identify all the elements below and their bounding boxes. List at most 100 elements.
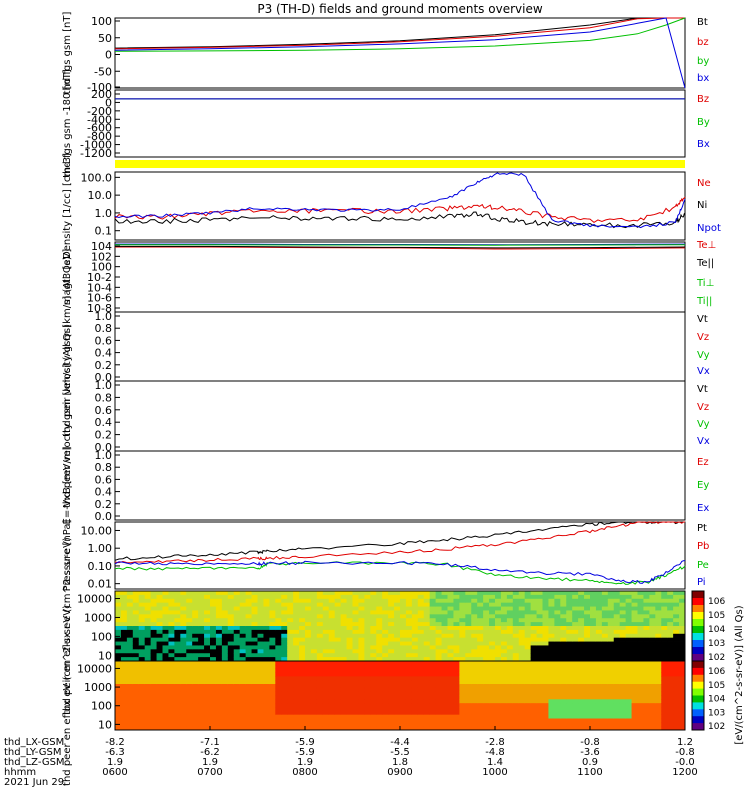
- heatmap-cell: [524, 699, 532, 704]
- heatmap-cell: [500, 614, 508, 619]
- heatmap-cell: [233, 622, 241, 627]
- heatmap-cell: [305, 653, 312, 658]
- heatmap-cell: [334, 618, 342, 623]
- heatmap-cell: [506, 602, 514, 607]
- heatmap-cell: [334, 622, 342, 627]
- heatmap-cell: [287, 661, 294, 666]
- heatmap-cell: [150, 645, 157, 650]
- heatmap-cell: [227, 602, 235, 607]
- heatmap-cell: [500, 649, 508, 654]
- heatmap-cell: [566, 614, 573, 619]
- heatmap-cell: [560, 661, 567, 666]
- heatmap-cell: [584, 622, 591, 627]
- heatmap-cell: [138, 626, 146, 631]
- heatmap-cell: [441, 726, 448, 731]
- heatmap-cell: [245, 641, 252, 646]
- heatmap-cell: [584, 714, 591, 719]
- heatmap-cell: [417, 672, 425, 677]
- heatmap-cell: [584, 606, 591, 611]
- heatmap-cell: [221, 602, 229, 607]
- heatmap-cell: [316, 645, 324, 650]
- heatmap-cell: [500, 645, 508, 650]
- heatmap-cell: [661, 657, 668, 662]
- heatmap-cell: [263, 637, 270, 642]
- heatmap-cell: [180, 614, 187, 619]
- heatmap-cell: [506, 707, 514, 712]
- heatmap-cell: [495, 684, 502, 689]
- heatmap-cell: [186, 645, 193, 650]
- heatmap-cell: [364, 695, 371, 700]
- heatmap-cell: [578, 668, 585, 673]
- heatmap-cell: [601, 618, 609, 623]
- heatmap-cell: [233, 629, 241, 635]
- heatmap-cell: [293, 676, 300, 681]
- heatmap-cell: [548, 610, 555, 615]
- heatmap-cell: [619, 726, 627, 731]
- heatmap-cell: [358, 661, 365, 666]
- heatmap-cell: [144, 703, 152, 708]
- heatmap-cell: [542, 691, 549, 696]
- heatmap-cell: [269, 633, 276, 639]
- heatmap-cell: [590, 718, 597, 723]
- heatmap-cell: [661, 687, 668, 693]
- heatmap-cell: [429, 598, 437, 604]
- heatmap-cell: [293, 606, 300, 611]
- heatmap-cell: [471, 626, 478, 631]
- heatmap-cell: [299, 687, 306, 693]
- heatmap-cell: [495, 637, 502, 642]
- heatmap-cell: [625, 618, 632, 623]
- heatmap-cell: [619, 618, 627, 623]
- heatmap-cell: [619, 664, 627, 670]
- heatmap-cell: [322, 606, 330, 611]
- heatmap-cell: [441, 668, 448, 673]
- heatmap-cell: [637, 726, 644, 731]
- heatmap-cell: [370, 699, 377, 704]
- heatmap-cell: [530, 602, 537, 607]
- heatmap-cell: [388, 606, 395, 611]
- heatmap-cell: [340, 687, 347, 693]
- heatmap-cell: [293, 668, 300, 673]
- heatmap-cell: [352, 649, 359, 654]
- heatmap-cell: [500, 653, 508, 658]
- heatmap-cell: [512, 622, 520, 627]
- heatmap-cell: [400, 676, 407, 681]
- heatmap-cell: [275, 622, 282, 627]
- heatmap-cell: [495, 649, 502, 654]
- heatmap-cell: [405, 718, 413, 723]
- heatmap-cell: [411, 610, 419, 615]
- heatmap-cell: [198, 722, 205, 727]
- heatmap-cell: [584, 684, 591, 689]
- heatmap-cell: [352, 699, 359, 704]
- heatmap-cell: [405, 622, 413, 627]
- heatmap-cell: [643, 684, 650, 689]
- heatmap-cell: [530, 637, 537, 642]
- heatmap-cell: [548, 714, 555, 719]
- heatmap-cell: [435, 687, 442, 693]
- heatmap-cell: [126, 718, 134, 723]
- heatmap-cell: [495, 598, 502, 604]
- heatmap-cell: [500, 680, 508, 685]
- heatmap-cell: [631, 714, 638, 719]
- heatmap-cell: [215, 687, 223, 693]
- heatmap-cell: [518, 637, 526, 642]
- heatmap-cell: [465, 614, 472, 619]
- heatmap-cell: [607, 668, 615, 673]
- heatmap-cell: [198, 718, 205, 723]
- heatmap-cell: [465, 718, 472, 723]
- heatmap-cell: [471, 591, 478, 596]
- heatmap-cell: [429, 637, 437, 642]
- heatmap-cell: [334, 614, 342, 619]
- heatmap-cell: [661, 598, 668, 604]
- colorbar-segment: [692, 695, 704, 703]
- heatmap-cell: [186, 633, 193, 639]
- heatmap-cell: [251, 591, 258, 596]
- heatmap-cell: [281, 626, 288, 631]
- heatmap-cell: [364, 676, 371, 681]
- heatmap-cell: [441, 680, 448, 685]
- heatmap-cell: [483, 594, 490, 600]
- heatmap-cell: [132, 594, 140, 600]
- heatmap-cell: [126, 672, 134, 677]
- heatmap-cell: [655, 626, 662, 631]
- heatmap-cell: [673, 718, 680, 723]
